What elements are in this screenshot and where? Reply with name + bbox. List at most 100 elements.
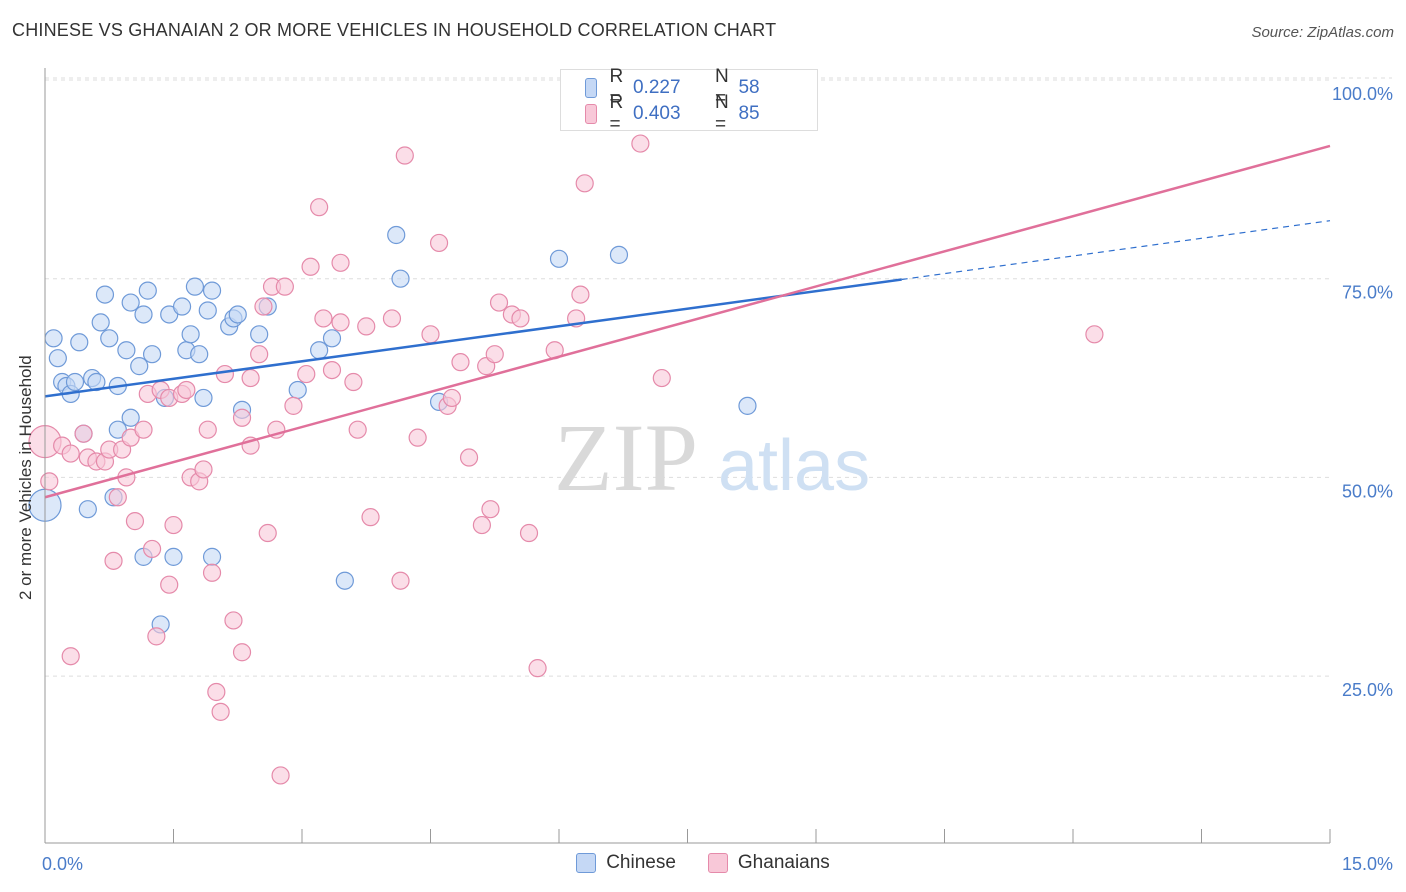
axis-layer: 100.0% 75.0% 50.0% 25.0% 0.0% 15.0% <box>42 68 1393 874</box>
ghanaian-point <box>250 345 269 364</box>
y-tick-label: 100.0% <box>1332 84 1393 104</box>
chinese-point <box>121 408 140 427</box>
chinese-point <box>391 269 410 288</box>
chinese-point <box>181 325 200 344</box>
ghanaian-point <box>284 396 303 415</box>
ghanaian-point <box>297 364 316 384</box>
chinese-point <box>738 396 757 415</box>
ghanaian-point <box>125 512 145 531</box>
ghanaian-point <box>575 174 594 193</box>
series-swatch-chinese <box>576 853 597 873</box>
chinese-point <box>194 388 213 408</box>
ghanaian-point <box>224 611 243 630</box>
series-legend-ghanaians: Ghanaians <box>707 852 830 874</box>
y-tick-label: 50.0% <box>1342 481 1393 501</box>
ghanaian-point <box>74 424 93 443</box>
chinese-point <box>250 325 269 344</box>
chinese-point <box>70 333 89 352</box>
ghanaian-point <box>134 420 153 439</box>
ghanaian-point <box>275 277 294 296</box>
ghanaian-point <box>459 448 479 467</box>
ghanaian-point <box>310 198 329 217</box>
chinese-point <box>202 281 222 300</box>
legend-swatch-ghanaians <box>585 104 598 124</box>
chinese-point <box>142 345 162 364</box>
chart-title: CHINESE VS GHANAIAN 2 OR MORE VEHICLES I… <box>12 20 777 40</box>
chinese-point <box>44 329 63 348</box>
ghanaian-point <box>160 575 179 594</box>
ghanaian-point <box>40 472 59 491</box>
chinese-point <box>95 285 115 304</box>
ghanaian-point <box>652 368 671 388</box>
ghanaian-point <box>232 408 252 427</box>
chinese-point <box>310 341 329 360</box>
y-tick-label: 25.0% <box>1342 680 1393 700</box>
legend-row-chinese: R = 0.227 N = 58 <box>585 66 820 109</box>
ghanaian-point <box>571 285 590 304</box>
ghanaian-point <box>528 659 547 678</box>
ghanaian-point <box>382 309 402 328</box>
chinese-point <box>121 293 140 312</box>
chinese-point <box>322 329 342 348</box>
ghanaian-point <box>442 388 462 408</box>
ghanaian-point <box>395 146 414 165</box>
chinese-point <box>190 345 209 364</box>
ghanaian-point <box>104 551 123 570</box>
chinese-point <box>335 571 354 590</box>
chinese-point <box>117 341 136 360</box>
chinese-point <box>185 277 205 296</box>
watermark-atlas: atlas <box>718 426 870 506</box>
ghanaian-point <box>194 460 213 479</box>
ghanaian-trend-line <box>44 144 1331 499</box>
chinese-point <box>134 305 153 324</box>
chinese-point <box>387 225 406 245</box>
ghanaian-point <box>207 682 226 702</box>
ghanaian-point <box>61 647 80 666</box>
legend-swatch-chinese <box>585 78 598 98</box>
legend-r-label: R = <box>609 92 624 135</box>
chinese-point <box>130 357 149 376</box>
ghanaian-point <box>215 364 234 384</box>
x-tick-label: 0.0% <box>42 854 83 874</box>
chinese-point <box>172 297 192 316</box>
ghanaian-point <box>331 313 350 332</box>
ghanaian-point <box>481 500 500 519</box>
chinese-trend-line <box>44 278 902 398</box>
ghanaian-point <box>429 233 449 253</box>
ghanaian-point <box>198 420 217 439</box>
ghanaian-point <box>472 515 491 535</box>
series-legend-chinese: Chinese <box>576 852 676 874</box>
chinese-point <box>100 329 119 348</box>
chinese-point <box>549 249 569 268</box>
legend-n-value: 58 <box>738 77 760 98</box>
legend-r-label: R = <box>609 66 624 109</box>
ghanaian-point <box>164 515 183 535</box>
chinese-trend-extension <box>901 220 1331 281</box>
ghanaian-point <box>142 539 162 559</box>
chinese-point <box>198 301 217 320</box>
legend-n-label: N = <box>714 92 729 135</box>
ghanaian-point <box>451 353 470 372</box>
ghanaian-point <box>489 293 509 312</box>
legend-row-ghanaians: R = 0.403 N = 85 <box>585 92 820 135</box>
ghanaian-point <box>177 380 196 400</box>
ghanaian-point <box>314 309 333 328</box>
watermark: ZIP atlas <box>554 404 870 511</box>
legend-r-value: 0.403 <box>632 103 681 124</box>
legend-n-value: 85 <box>738 103 760 124</box>
chinese-point <box>228 305 247 324</box>
chinese-point <box>78 500 97 519</box>
ghanaian-point <box>241 368 260 388</box>
series-label-chinese: Chinese <box>606 852 676 873</box>
ghanaian-point <box>271 766 290 785</box>
series-label-ghanaians: Ghanaians <box>737 852 830 873</box>
ghanaian-point <box>232 643 252 662</box>
chinese-point <box>609 245 629 264</box>
chinese-point <box>48 349 67 368</box>
ghanaian-point <box>1085 325 1104 344</box>
ghanaian-point <box>254 297 273 316</box>
watermark-zip: ZIP <box>554 404 698 511</box>
y-axis-label: 2 or more Vehicles in Household <box>16 355 35 600</box>
chinese-point <box>288 380 307 400</box>
correlation-legend: R = 0.227 N = 58 R = 0.403 N = 85 <box>560 66 820 135</box>
